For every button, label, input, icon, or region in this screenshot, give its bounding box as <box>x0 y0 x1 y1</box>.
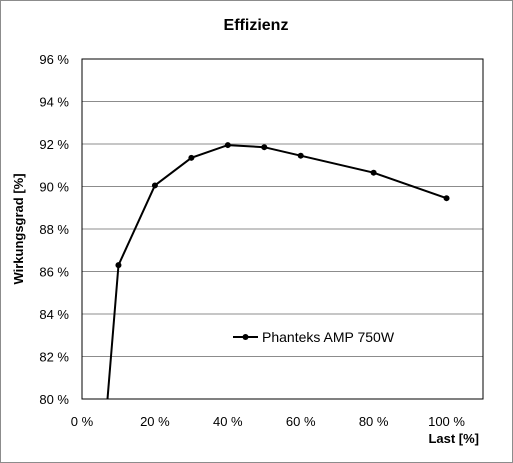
x-tick-labels: 0 % 20 % 40 % 60 % 80 % 100 % <box>71 414 466 429</box>
legend-marker-swatch <box>242 334 249 340</box>
x-axis-title: Last [%] <box>428 431 479 446</box>
legend-label: Phanteks AMP 750W <box>262 329 395 345</box>
grid-lines <box>82 101 483 357</box>
y-tick-label: 82 % <box>39 350 69 365</box>
x-tick-label: 20 % <box>140 414 170 429</box>
data-point <box>224 142 231 149</box>
y-axis-title: Wirkungsgrad [%] <box>11 173 26 284</box>
data-point <box>261 144 268 151</box>
y-tick-label: 86 % <box>39 265 69 280</box>
y-tick-labels: 80 % 82 % 84 % 86 % 88 % 90 % 92 % 94 % 96 % <box>39 52 69 407</box>
x-tick-label: 80 % <box>359 414 389 429</box>
chart-title: Effizienz <box>224 17 289 34</box>
data-point <box>443 195 450 202</box>
y-tick-label: 80 % <box>39 392 69 407</box>
y-tick-label: 92 % <box>39 137 69 152</box>
legend: Phanteks AMP 750W <box>233 329 395 345</box>
series-line <box>106 144 447 400</box>
y-tick-label: 90 % <box>39 180 69 195</box>
data-point <box>115 262 122 269</box>
y-tick-label: 84 % <box>39 307 69 322</box>
y-tick-label: 96 % <box>39 52 69 67</box>
y-tick-label: 94 % <box>39 95 69 110</box>
y-tick-label: 88 % <box>39 222 69 237</box>
data-point <box>370 169 377 176</box>
data-point <box>297 152 304 159</box>
data-point <box>151 182 158 189</box>
x-tick-label: 60 % <box>286 414 316 429</box>
data-point <box>188 154 195 161</box>
x-tick-label: 0 % <box>71 414 94 429</box>
x-tick-label: 100 % <box>428 414 465 429</box>
x-tick-label: 40 % <box>213 414 243 429</box>
series-group <box>106 142 450 400</box>
plot-area <box>81 58 484 400</box>
